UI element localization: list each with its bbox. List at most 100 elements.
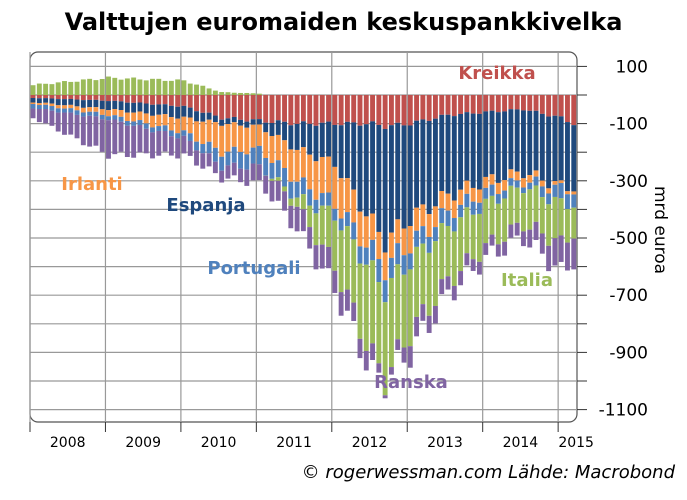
- bar-irlanti: [87, 107, 93, 112]
- bar-portugali: [55, 108, 61, 113]
- bar-italia: [187, 83, 193, 95]
- bar-irlanti: [376, 231, 382, 260]
- bar-kreikka: [332, 95, 338, 125]
- bar-ranska: [571, 238, 577, 270]
- bar-espanja: [370, 121, 376, 214]
- x-tick-label: 2012: [352, 435, 388, 451]
- bar-kreikka: [432, 95, 438, 119]
- bar-kreikka: [106, 95, 111, 102]
- bar-espanja: [156, 104, 162, 115]
- bar-ranska: [137, 125, 143, 153]
- bar-portugali: [99, 114, 105, 120]
- bar-kreikka: [118, 95, 124, 102]
- bar-irlanti: [156, 114, 162, 127]
- bar-kreikka: [451, 95, 457, 117]
- bar-portugali: [357, 246, 363, 264]
- bar-italia: [326, 205, 331, 247]
- bar-kreikka: [206, 95, 212, 113]
- bar-espanja: [332, 124, 338, 167]
- bar-portugali: [332, 208, 338, 221]
- bar-irlanti: [508, 169, 514, 179]
- bar-espanja: [546, 116, 552, 189]
- bar-espanja: [55, 99, 61, 106]
- bar-ranska: [131, 125, 137, 158]
- bar-irlanti: [565, 191, 570, 195]
- bar-kreikka: [489, 95, 495, 111]
- bar-irlanti: [514, 171, 520, 181]
- bar-portugali: [426, 236, 432, 253]
- bar-ranska: [168, 136, 174, 156]
- bar-italia: [458, 217, 464, 272]
- bar-portugali: [168, 130, 174, 137]
- bar-italia: [495, 203, 501, 245]
- bar-ranska: [231, 162, 237, 176]
- bar-kreikka: [219, 95, 225, 120]
- bar-irlanti: [124, 112, 130, 122]
- bar-portugali: [300, 177, 306, 195]
- bar-kreikka: [546, 95, 552, 117]
- bar-irlanti: [137, 111, 143, 121]
- bar-ranska: [244, 169, 250, 186]
- bar-portugali: [80, 112, 86, 117]
- bar-irlanti: [300, 147, 306, 178]
- bar-espanja: [313, 125, 319, 162]
- bar-ranska: [407, 346, 413, 368]
- bar-italia: [313, 213, 319, 246]
- bar-kreikka: [363, 95, 369, 125]
- bar-espanja: [351, 122, 357, 190]
- bar-italia: [432, 241, 438, 306]
- bar-ranska: [294, 206, 300, 232]
- bar-italia: [426, 252, 432, 316]
- bar-ranska: [565, 242, 570, 271]
- bar-italia: [225, 92, 231, 95]
- bar-espanja: [106, 101, 111, 111]
- bar-espanja: [200, 112, 206, 122]
- bar-espanja: [420, 119, 426, 205]
- bar-ranska: [106, 120, 111, 159]
- bar-ranska: [162, 131, 168, 152]
- bar-italia: [288, 198, 294, 206]
- bar-italia: [181, 80, 187, 95]
- bar-ranska: [464, 253, 470, 266]
- bar-espanja: [451, 116, 457, 201]
- bar-italia: [565, 209, 570, 243]
- bar-portugali: [244, 154, 250, 170]
- bar-ranska: [495, 244, 501, 257]
- bar-portugali: [206, 141, 212, 154]
- bar-espanja: [162, 104, 168, 115]
- bar-kreikka: [231, 95, 237, 117]
- bar-espanja: [43, 98, 49, 103]
- bar-kreikka: [344, 95, 350, 122]
- bar-irlanti: [470, 187, 476, 202]
- bar-espanja: [514, 109, 520, 172]
- bar-italia: [282, 186, 287, 192]
- bar-kreikka: [244, 95, 250, 122]
- bar-espanja: [124, 102, 130, 113]
- bar-kreikka: [326, 95, 331, 122]
- bar-irlanti: [68, 104, 74, 109]
- bar-italia: [137, 79, 143, 95]
- bar-espanja: [175, 106, 181, 119]
- bar-kreikka: [124, 95, 130, 103]
- bar-kreikka: [414, 95, 420, 121]
- bar-italia: [483, 198, 489, 244]
- bar-portugali: [533, 176, 539, 186]
- bar-irlanti: [521, 178, 526, 188]
- bar-ranska: [206, 153, 212, 167]
- bar-kreikka: [49, 95, 55, 99]
- bar-irlanti: [168, 117, 174, 131]
- bar-kreikka: [357, 95, 363, 126]
- bar-irlanti: [432, 206, 438, 228]
- bar-ranska: [288, 205, 294, 229]
- bar-kreikka: [87, 95, 93, 100]
- bar-portugali: [307, 189, 313, 206]
- bar-espanja: [414, 120, 420, 208]
- bar-italia: [118, 79, 124, 95]
- bar-kreikka: [558, 95, 564, 117]
- bar-irlanti: [477, 189, 482, 203]
- x-tick-label: 2011: [276, 435, 312, 451]
- bar-kreikka: [150, 95, 155, 105]
- bar-irlanti: [256, 124, 262, 146]
- bar-espanja: [326, 121, 331, 157]
- bar-portugali: [363, 247, 369, 265]
